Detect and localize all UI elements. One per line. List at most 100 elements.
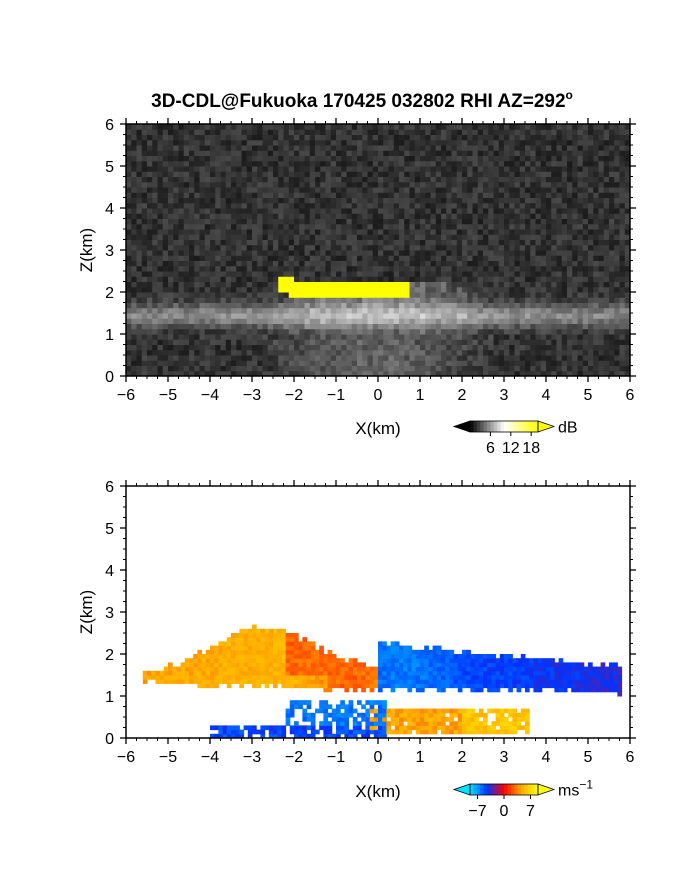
heatmap-cell — [136, 328, 143, 335]
heatmap-cell — [231, 292, 237, 298]
heatmap-cell — [273, 313, 279, 319]
heatmap-cell — [467, 124, 473, 130]
heatmap-cell — [273, 339, 279, 345]
heatmap-cell — [420, 239, 426, 246]
heatmap-cell — [603, 318, 610, 324]
heatmap-cell — [189, 160, 195, 167]
heatmap-cell — [378, 244, 384, 251]
heatmap-cell — [372, 328, 379, 335]
heatmap-cell — [582, 197, 589, 204]
heatmap-cell — [577, 286, 584, 293]
heatmap-cell — [351, 239, 358, 246]
heatmap-cell — [456, 176, 463, 183]
heatmap-cell — [540, 192, 547, 198]
heatmap-cell — [567, 260, 573, 267]
heatmap-cell — [556, 297, 563, 303]
heatmap-cell — [477, 134, 484, 141]
heatmap-cell — [236, 307, 242, 314]
heatmap-cell — [441, 250, 447, 256]
heatmap-cell — [603, 134, 610, 141]
heatmap-cell — [456, 208, 463, 214]
heatmap-cell — [136, 187, 143, 193]
heatmap-cell — [593, 202, 599, 209]
heatmap-cell — [477, 313, 484, 319]
heatmap-cell — [257, 229, 263, 235]
heatmap-cell — [283, 187, 290, 193]
heatmap-cell — [341, 281, 347, 288]
heatmap-cell — [540, 349, 547, 356]
heatmap-cell — [288, 124, 295, 130]
heatmap-cell — [441, 171, 447, 177]
heatmap-cell — [540, 229, 547, 235]
heatmap-cell — [262, 124, 269, 130]
x-tick-label: 5 — [584, 387, 593, 404]
heatmap-cell — [456, 160, 463, 167]
heatmap-cell — [330, 223, 337, 230]
heatmap-cell — [577, 239, 584, 246]
heatmap-cell — [483, 313, 489, 319]
heatmap-cell — [309, 208, 316, 214]
heatmap-cell — [388, 176, 395, 183]
heatmap-cell — [519, 223, 526, 230]
heatmap-cell — [567, 192, 573, 198]
heatmap-cell — [514, 134, 521, 141]
heatmap-cell — [598, 129, 605, 135]
heatmap-cell — [430, 292, 437, 298]
heatmap-cell — [446, 171, 452, 177]
heatmap-cell — [267, 307, 274, 314]
heatmap-cell — [535, 124, 542, 130]
heatmap-cell — [267, 160, 274, 167]
heatmap-cell — [530, 328, 536, 335]
heatmap-cell — [199, 360, 206, 366]
heatmap-cell — [577, 208, 584, 214]
x-tick-label: −1 — [327, 387, 345, 404]
heatmap-cell — [141, 286, 148, 293]
heatmap-cell — [514, 276, 521, 282]
heatmap-cell — [441, 197, 447, 204]
heatmap-cell — [498, 260, 505, 267]
heatmap-cell — [509, 365, 515, 372]
heatmap-cell — [194, 349, 200, 356]
heatmap-cell — [173, 160, 179, 167]
heatmap-cell — [388, 244, 395, 251]
heatmap-cell — [624, 302, 631, 309]
heatmap-cell — [341, 244, 347, 251]
heatmap-cell — [624, 318, 631, 324]
heatmap-cell — [246, 239, 253, 246]
heatmap-cell — [530, 250, 536, 256]
heatmap-cell — [509, 250, 515, 256]
heatmap-cell — [294, 145, 300, 151]
heatmap-cell — [588, 229, 594, 235]
heatmap-cell — [483, 339, 489, 345]
heatmap-cell — [173, 265, 179, 272]
heatmap-cell — [525, 208, 531, 214]
heatmap-cell — [278, 265, 284, 272]
heatmap-cell — [472, 197, 479, 204]
heatmap-cell — [435, 281, 442, 288]
heatmap-cell — [278, 339, 284, 345]
heatmap-cell — [483, 202, 489, 209]
heatmap-cell — [514, 360, 521, 366]
heatmap-cell — [341, 176, 347, 183]
heatmap-cell — [451, 129, 458, 135]
heatmap-cell — [456, 334, 463, 340]
heatmap-cell — [189, 297, 195, 303]
heatmap-cell — [336, 202, 342, 209]
heatmap-cell — [498, 155, 505, 162]
heatmap-cell — [189, 139, 195, 146]
heatmap-cell — [493, 176, 500, 183]
heatmap-cell — [183, 328, 190, 335]
heatmap-cell — [173, 276, 179, 282]
heatmap-cell — [488, 145, 494, 151]
heatmap-cell — [225, 255, 232, 261]
heatmap-cell — [430, 234, 437, 240]
heatmap-cell — [488, 139, 494, 146]
heatmap-cell — [141, 129, 148, 135]
heatmap-cell — [556, 145, 563, 151]
heatmap-cell — [204, 155, 211, 162]
heatmap-cell — [446, 323, 452, 330]
heatmap-cell — [378, 286, 384, 293]
heatmap-cell — [231, 213, 237, 219]
heatmap-cell — [320, 129, 326, 135]
